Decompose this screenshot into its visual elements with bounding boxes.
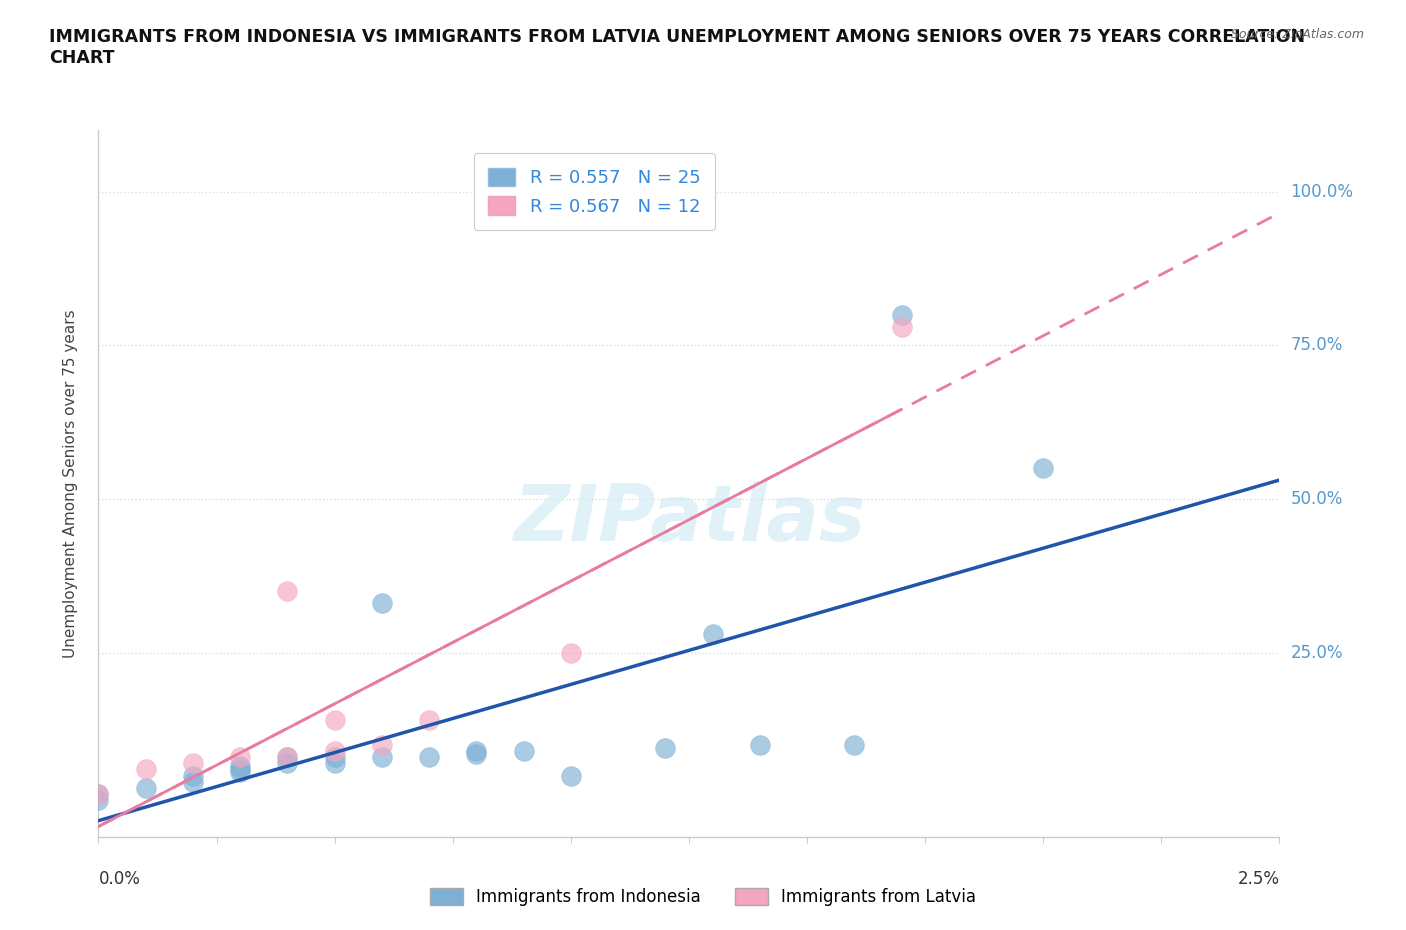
Point	[465, 747, 488, 762]
Point	[135, 780, 157, 795]
Point	[229, 759, 252, 774]
Point	[654, 740, 676, 755]
Point	[418, 750, 440, 764]
Legend: R = 0.557   N = 25, R = 0.567   N = 12: R = 0.557 N = 25, R = 0.567 N = 12	[474, 153, 716, 230]
Point	[276, 584, 298, 599]
Text: Source: ZipAtlas.com: Source: ZipAtlas.com	[1230, 28, 1364, 41]
Point	[276, 750, 298, 764]
Point	[418, 712, 440, 727]
Point	[323, 750, 346, 764]
Text: 25.0%: 25.0%	[1291, 644, 1343, 661]
Text: 0.0%: 0.0%	[98, 870, 141, 887]
Text: IMMIGRANTS FROM INDONESIA VS IMMIGRANTS FROM LATVIA UNEMPLOYMENT AMONG SENIORS O: IMMIGRANTS FROM INDONESIA VS IMMIGRANTS …	[49, 28, 1305, 67]
Point	[560, 768, 582, 783]
Text: ZIPatlas: ZIPatlas	[513, 481, 865, 557]
Point	[323, 743, 346, 758]
Point	[276, 756, 298, 771]
Point	[229, 765, 252, 780]
Point	[276, 750, 298, 764]
Point	[560, 645, 582, 660]
Legend: Immigrants from Indonesia, Immigrants from Latvia: Immigrants from Indonesia, Immigrants fr…	[423, 881, 983, 912]
Point	[1032, 460, 1054, 475]
Point	[323, 756, 346, 771]
Point	[229, 762, 252, 777]
Point	[371, 737, 394, 752]
Point	[135, 762, 157, 777]
Point	[323, 712, 346, 727]
Point	[181, 775, 204, 790]
Point	[844, 737, 866, 752]
Point	[181, 756, 204, 771]
Point	[229, 750, 252, 764]
Point	[87, 787, 110, 802]
Point	[890, 319, 912, 334]
Point	[87, 792, 110, 807]
Point	[512, 743, 534, 758]
Text: 2.5%: 2.5%	[1237, 870, 1279, 887]
Point	[702, 627, 724, 642]
Point	[87, 787, 110, 802]
Text: 75.0%: 75.0%	[1291, 337, 1343, 354]
Point	[748, 737, 770, 752]
Text: 50.0%: 50.0%	[1291, 490, 1343, 508]
Y-axis label: Unemployment Among Seniors over 75 years: Unemployment Among Seniors over 75 years	[63, 310, 77, 658]
Text: 100.0%: 100.0%	[1291, 182, 1354, 201]
Point	[371, 750, 394, 764]
Point	[890, 307, 912, 322]
Point	[181, 768, 204, 783]
Point	[371, 596, 394, 611]
Point	[465, 743, 488, 758]
